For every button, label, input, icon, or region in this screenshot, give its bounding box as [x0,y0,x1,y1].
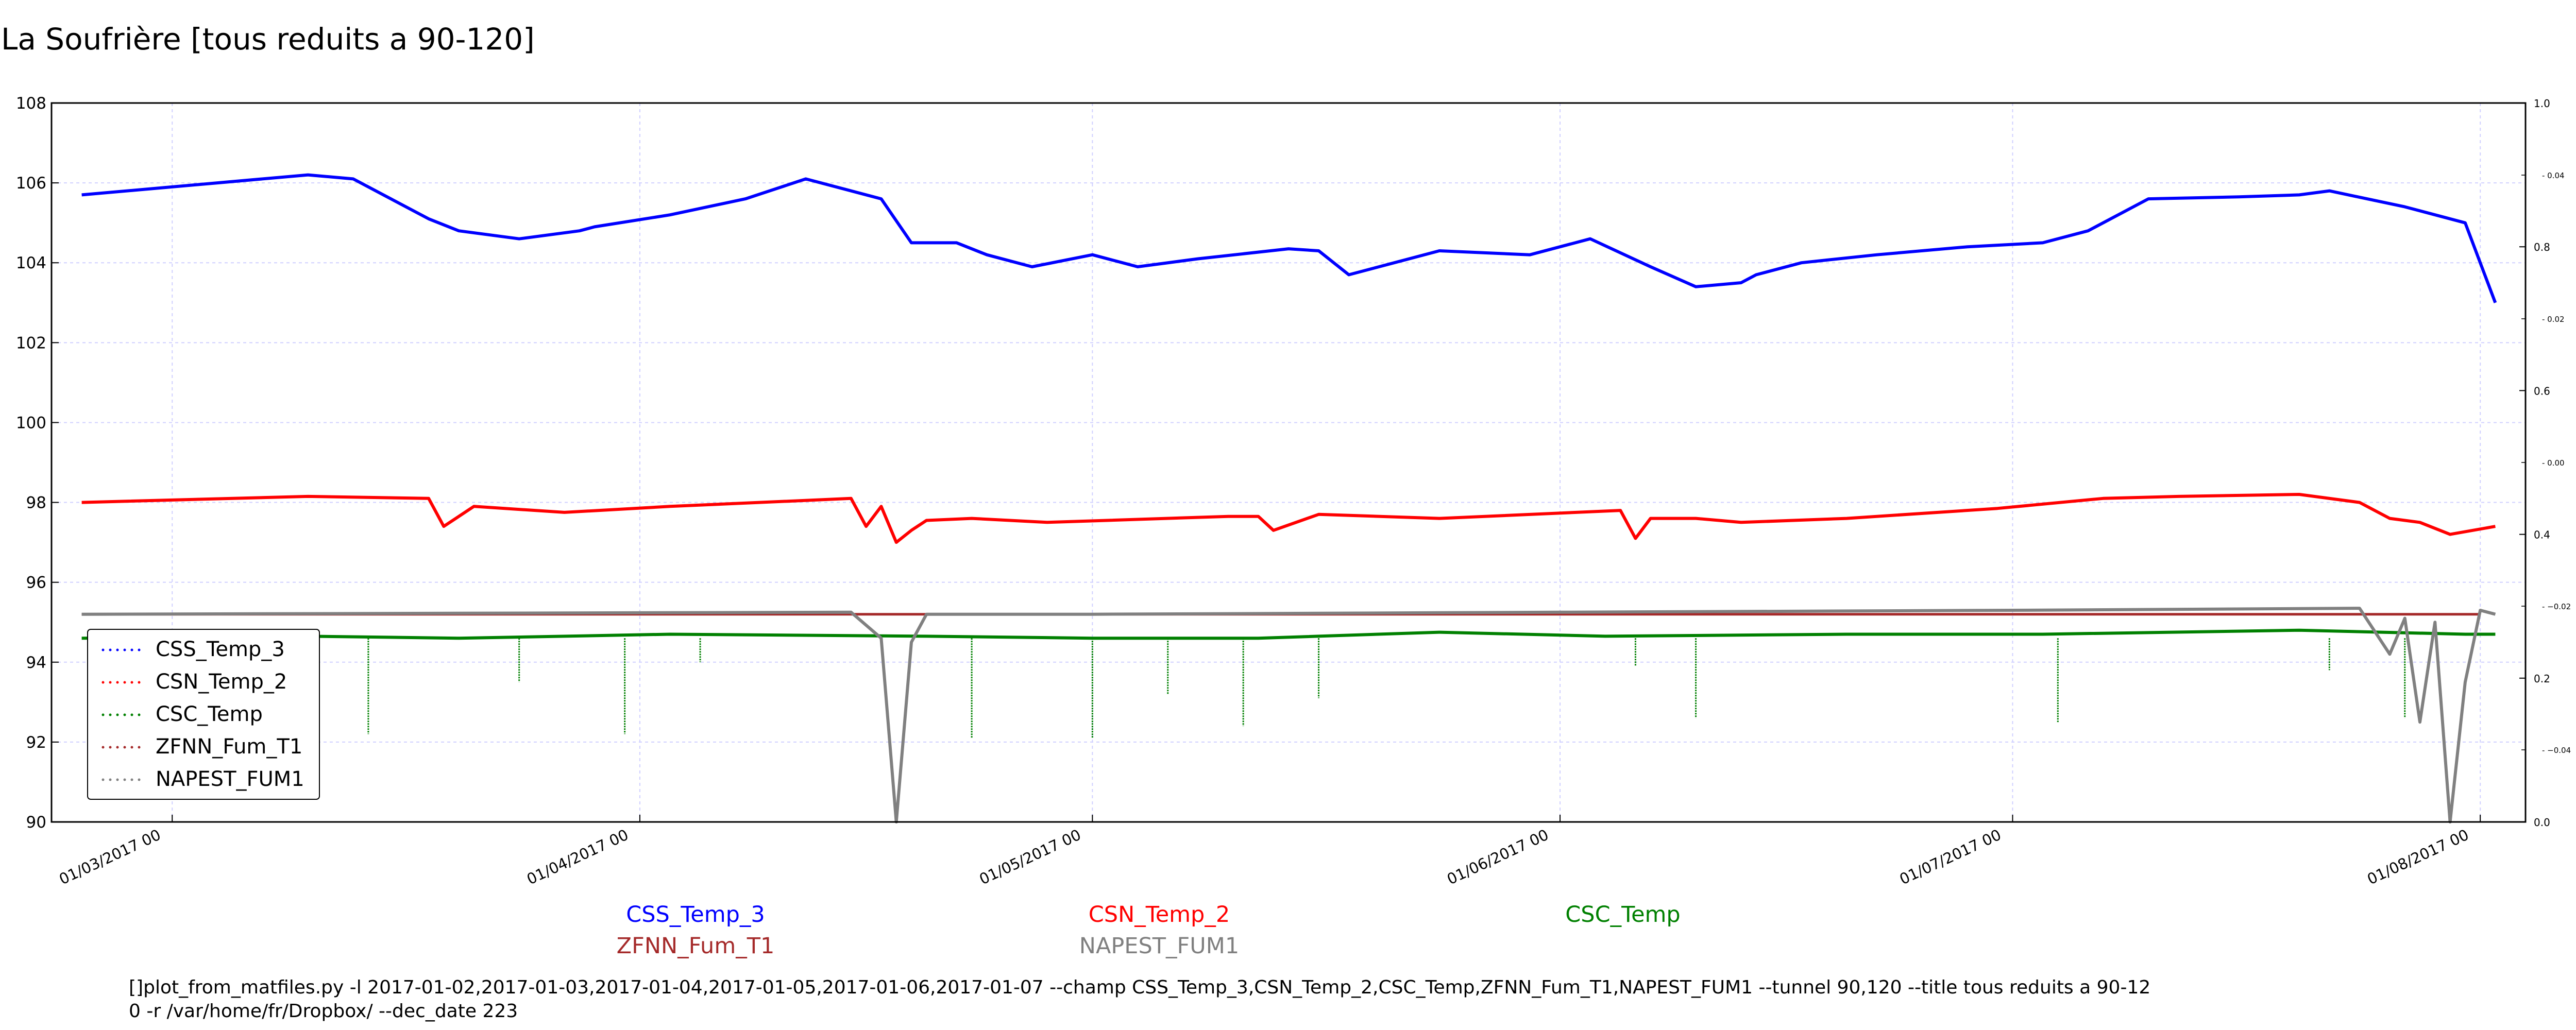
bottom-label-csc-temp: CSC_Temp [1565,902,1680,928]
right-tick-label: 0.0 [2534,816,2550,829]
x-tick-label: 01/04/2017 00 [524,826,631,888]
x-tick-label: 01/07/2017 00 [1897,826,2004,888]
y-tick-label: 108 [16,94,46,113]
grid [52,102,2526,822]
legend-marker-zfnn-fum-t1 [138,746,141,749]
right-minor-tick-label: - 0.02 [2542,315,2565,324]
legend-marker-napest-fum1 [109,778,112,781]
series-line-css-temp-3 [81,173,2497,303]
legend-marker-csc-temp [109,713,112,716]
series-line-csc-temp [81,628,2496,640]
bottom-label-css-temp-3: CSS_Temp_3 [626,902,765,928]
legend-marker-css-temp-3 [109,648,112,651]
legend-marker-napest-fum1 [130,778,133,781]
bottom-label-csn-temp-2: CSN_Temp_2 [1089,902,1230,928]
command-line-2: 0 -r /var/home/fr/Dropbox/ --dec_date 22… [129,1001,518,1022]
x-tick-label: 01/08/2017 00 [2364,826,2471,888]
series-line-napest-fum1 [81,607,2496,823]
right-tick-label: 0.6 [2534,385,2550,397]
legend-marker-zfnn-fum-t1 [123,746,126,749]
legend-label-csn-temp-2: CSN_Temp_2 [156,670,287,694]
y-tick-label: 104 [16,254,46,272]
legend-marker-css-temp-3 [138,648,141,651]
x-tick-label: 01/05/2017 00 [977,826,1084,888]
right-minor-tick-label: - −0.02 [2542,602,2571,611]
legend-marker-csn-temp-2 [123,681,126,684]
y-tick-label: 106 [16,174,46,193]
legend-marker-css-temp-3 [116,648,119,651]
chart-title: La Soufrière [tous reduits a 90-120] [1,22,535,57]
legend-marker-css-temp-3 [101,648,105,651]
legend-marker-csc-temp [130,713,133,716]
y-tick-label: 90 [26,813,46,832]
legend-marker-csn-temp-2 [109,681,112,684]
bottom-label-zfnn-fum-t1: ZFNN_Fum_T1 [617,933,775,959]
legend-marker-csn-temp-2 [116,681,119,684]
legend-label-zfnn-fum-t1: ZFNN_Fum_T1 [156,735,302,759]
y-tick-label: 96 [26,574,46,592]
right-tick-label: 0.8 [2534,241,2550,253]
legend-marker-csc-temp [123,713,126,716]
command-line: []plot_from_matfiles.py -l 2017-01-02,20… [129,976,2150,1023]
right-tick-label: 0.4 [2534,529,2550,541]
series-layer [81,173,2497,823]
y-tick-label: 94 [26,654,46,672]
legend-marker-napest-fum1 [101,778,105,781]
x-axis: 01/03/2017 00 01/04/2017 00 01/05/2017 00 0… [57,815,2481,888]
legend-label-css-temp-3: CSS_Temp_3 [156,638,285,661]
legend-marker-csn-temp-2 [130,681,133,684]
y-tick-label: 98 [26,494,46,512]
legend-marker-napest-fum1 [138,778,141,781]
legend-marker-csc-temp [138,713,141,716]
legend-marker-csc-temp [101,713,105,716]
y-axis: 90 92 94 96 98 100 102 104 106 108 [16,94,59,832]
legend-label-napest-fum1: NAPEST_FUM1 [156,767,304,791]
x-tick-label: 01/03/2017 00 [57,826,164,888]
right-tick-label: 0.2 [2534,673,2550,685]
y-tick-label: 102 [16,334,46,352]
right-minor-tick-label: - −0.04 [2542,746,2571,755]
legend-marker-zfnn-fum-t1 [101,746,105,749]
y-tick-label: 92 [26,733,46,752]
bottom-label-napest-fum1: NAPEST_FUM1 [1079,933,1239,959]
x-tick-label: 01/06/2017 00 [1444,826,1551,888]
series-line-csn-temp-2 [81,493,2496,544]
legend-marker-zfnn-fum-t1 [116,746,119,749]
legend-marker-css-temp-3 [123,648,126,651]
legend-marker-csn-temp-2 [101,681,105,684]
legend-marker-csc-temp [116,713,119,716]
right-minor-tick-label: - 0.00 [2542,458,2565,468]
right-minor-tick-label: - 0.04 [2542,171,2565,180]
legend-marker-napest-fum1 [116,778,119,781]
legend-marker-csn-temp-2 [138,681,141,684]
legend: CSS_Temp_3 CSN_Temp_2 CSC_Temp ZFNN_Fum_T1 N… [87,629,320,800]
plot-frame [50,102,2527,823]
legend-marker-css-temp-3 [130,648,133,651]
right-axis: 0.0 0.2 0.4 0.6 0.8 1.0 - −0.04 - −0.02 - 0.00 - … [2519,97,2571,829]
legend-marker-zfnn-fum-t1 [109,746,112,749]
legend-marker-napest-fum1 [123,778,126,781]
bottom-series-labels: CSS_Temp_3 CSN_Temp_2 CSC_Temp ZFNN_Fum_T1 N… [617,902,1681,959]
legend-label-csc-temp: CSC_Temp [156,702,263,726]
legend-marker-zfnn-fum-t1 [130,746,133,749]
y-tick-label: 100 [16,414,46,432]
right-tick-label: 1.0 [2534,97,2550,110]
command-line-1: []plot_from_matfiles.py -l 2017-01-02,20… [129,977,2151,998]
legend-box [87,629,320,800]
